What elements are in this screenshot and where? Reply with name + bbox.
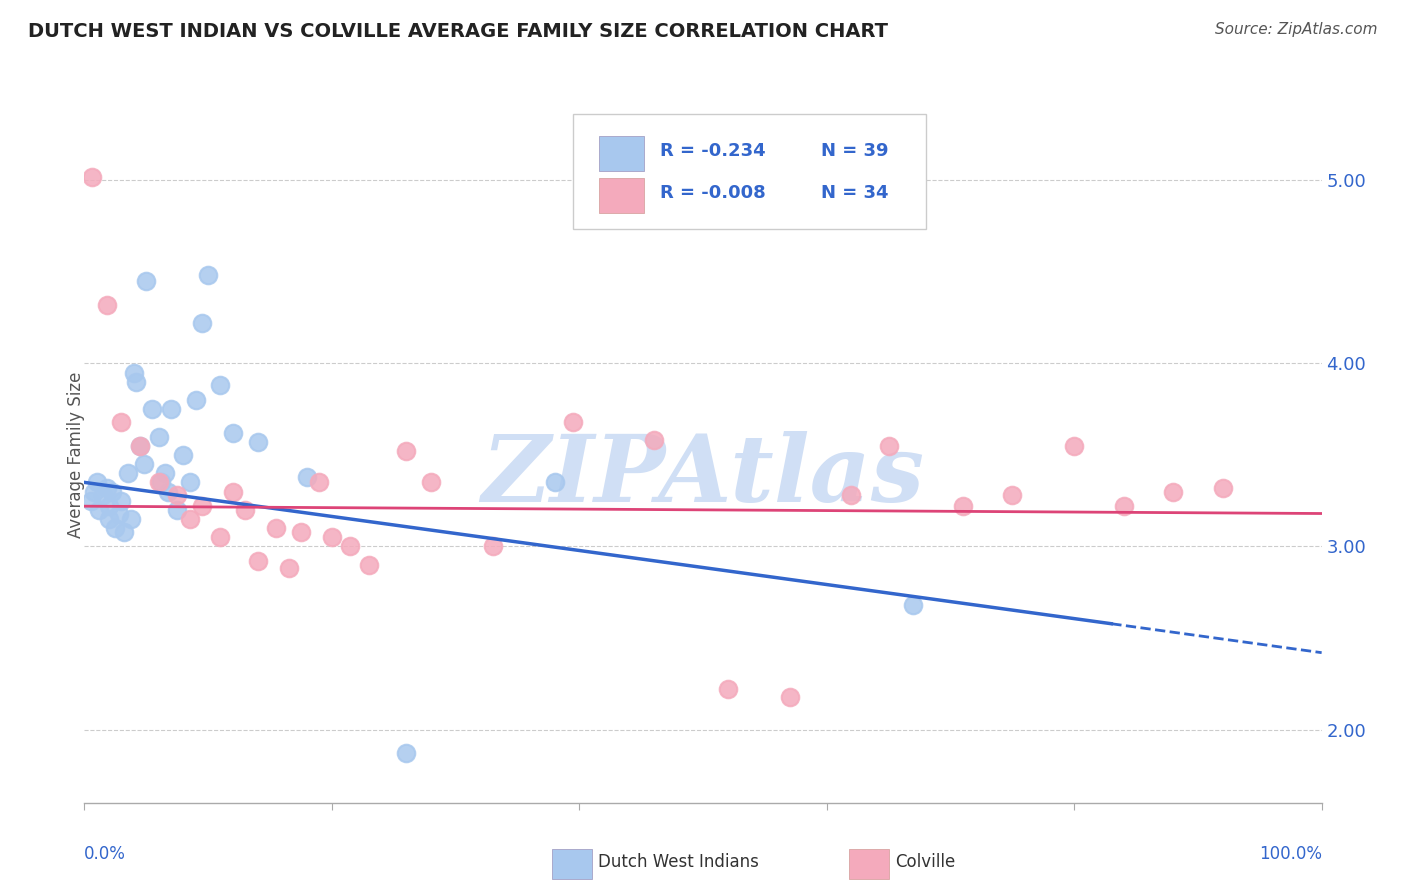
Point (233, 503, 256, 517)
Point (197, 268, 219, 283)
Point (83, 484, 105, 499)
Point (395, 747, 418, 761)
Text: DUTCH WEST INDIAN VS COLVILLE AVERAGE FAMILY SIZE CORRELATION CHART: DUTCH WEST INDIAN VS COLVILLE AVERAGE FA… (28, 22, 889, 41)
Point (295, 470, 318, 484)
Point (141, 402, 163, 417)
Point (562, 415, 585, 429)
Point (160, 402, 183, 417)
Text: R = -0.008: R = -0.008 (659, 184, 765, 202)
Point (148, 429, 170, 443)
Point (112, 524, 135, 539)
Point (357, 558, 380, 572)
Point (1212, 481, 1234, 495)
Point (132, 457, 155, 471)
FancyBboxPatch shape (599, 136, 644, 171)
Point (1001, 488, 1024, 502)
Point (419, 475, 441, 490)
Point (153, 467, 176, 481)
Point (779, 690, 801, 704)
Point (172, 448, 194, 462)
Point (543, 475, 565, 490)
Text: Colville: Colville (894, 853, 955, 871)
Point (222, 425, 245, 440)
Point (717, 682, 740, 697)
Point (96, 481, 118, 495)
Point (96, 298, 118, 312)
Text: 0.0%: 0.0% (84, 845, 127, 863)
Point (80, 169, 103, 184)
Point (903, 598, 925, 612)
Point (100, 484, 122, 499)
Point (179, 512, 201, 526)
Text: Source: ZipAtlas.com: Source: ZipAtlas.com (1215, 22, 1378, 37)
Point (264, 521, 287, 535)
Point (108, 507, 131, 521)
Point (481, 540, 503, 554)
Point (104, 521, 127, 535)
Point (79, 493, 101, 508)
Point (110, 415, 132, 429)
Point (117, 467, 139, 481)
Point (209, 378, 232, 392)
Point (110, 493, 132, 508)
Point (643, 434, 665, 448)
Point (89, 503, 111, 517)
Text: Dutch West Indians: Dutch West Indians (598, 853, 759, 871)
Point (86, 475, 108, 490)
Point (209, 530, 232, 544)
Point (157, 484, 180, 499)
Point (1112, 499, 1135, 513)
Point (129, 439, 152, 453)
Point (120, 512, 142, 526)
Text: N = 34: N = 34 (821, 184, 889, 202)
Point (290, 524, 312, 539)
Point (246, 435, 269, 450)
Point (179, 475, 201, 490)
Point (166, 488, 188, 502)
Y-axis label: Average Family Size: Average Family Size (67, 372, 84, 538)
Point (125, 375, 148, 389)
Point (98, 512, 121, 526)
Point (1063, 439, 1085, 453)
Point (191, 316, 214, 330)
Point (877, 439, 900, 453)
Text: 100.0%: 100.0% (1258, 845, 1322, 863)
Point (308, 475, 330, 490)
Point (246, 554, 269, 568)
Point (122, 366, 145, 380)
Point (91, 488, 114, 502)
Point (1161, 484, 1184, 499)
Point (395, 444, 418, 458)
Point (222, 484, 245, 499)
Point (184, 392, 207, 407)
Point (339, 540, 361, 554)
Point (98, 499, 121, 513)
Point (841, 488, 863, 502)
Text: R = -0.234: R = -0.234 (659, 142, 765, 160)
FancyBboxPatch shape (574, 114, 925, 229)
Text: ZIPAtlas: ZIPAtlas (481, 431, 925, 521)
FancyBboxPatch shape (599, 178, 644, 213)
Text: N = 39: N = 39 (821, 142, 889, 160)
Point (135, 274, 157, 288)
FancyBboxPatch shape (849, 849, 889, 879)
Point (129, 439, 152, 453)
Point (150, 475, 173, 490)
FancyBboxPatch shape (553, 849, 592, 879)
Point (952, 499, 974, 513)
Point (321, 530, 343, 544)
Point (148, 475, 170, 490)
Point (191, 499, 214, 513)
Point (166, 503, 188, 517)
Point (277, 561, 299, 575)
